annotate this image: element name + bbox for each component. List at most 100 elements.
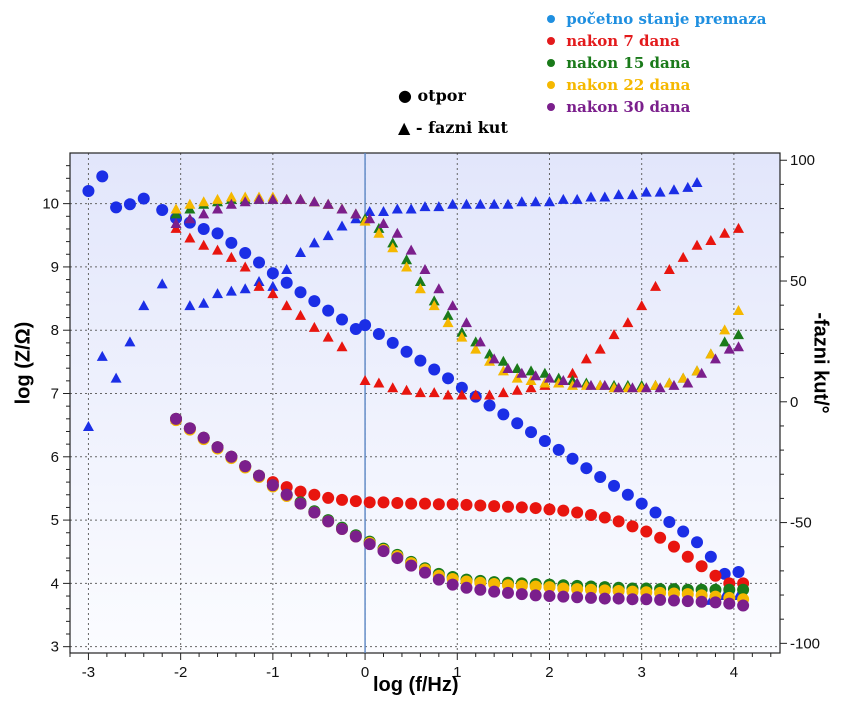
data-point-triangle bbox=[322, 198, 334, 209]
data-point-circle bbox=[211, 227, 224, 240]
data-point-triangle bbox=[428, 387, 440, 398]
data-point-circle bbox=[538, 434, 551, 447]
series-legend: početno stanje premaza nakon 7 dana nako… bbox=[547, 8, 766, 118]
data-point-triangle bbox=[497, 355, 509, 366]
data-point-triangle bbox=[709, 353, 721, 364]
data-point-circle bbox=[626, 593, 639, 606]
data-point-circle bbox=[294, 497, 307, 510]
data-point-circle bbox=[584, 591, 597, 604]
data-point-circle bbox=[419, 497, 431, 510]
data-point-triangle bbox=[447, 300, 459, 311]
data-point-triangle bbox=[705, 234, 717, 245]
data-point-circle bbox=[677, 525, 690, 538]
legend-label: početno stanje premaza bbox=[566, 10, 767, 28]
data-point-circle bbox=[621, 488, 634, 501]
data-point-triangle bbox=[488, 353, 500, 364]
data-point-circle bbox=[419, 566, 431, 579]
data-point-triangle bbox=[447, 198, 459, 209]
data-point-circle bbox=[571, 591, 584, 604]
data-point-triangle bbox=[599, 191, 611, 202]
data-point-triangle bbox=[502, 362, 514, 373]
data-point-circle bbox=[612, 592, 625, 605]
data-point-circle bbox=[584, 509, 597, 522]
data-point-triangle bbox=[378, 205, 390, 216]
data-point-triangle bbox=[677, 372, 689, 383]
data-point-circle bbox=[571, 583, 584, 596]
data-point-triangle bbox=[599, 379, 611, 390]
data-point-circle bbox=[405, 497, 418, 510]
data-point-triangle bbox=[470, 389, 482, 400]
data-point-circle bbox=[336, 313, 349, 326]
data-point-circle bbox=[515, 588, 528, 601]
data-point-circle bbox=[737, 583, 750, 596]
data-point-triangle bbox=[682, 377, 694, 388]
data-point-triangle bbox=[373, 227, 385, 238]
data-point-triangle bbox=[336, 220, 348, 231]
data-point-circle bbox=[82, 184, 95, 197]
y2-tick-label: 50 bbox=[790, 273, 807, 290]
data-point-triangle bbox=[626, 189, 638, 200]
data-point-circle bbox=[405, 559, 418, 572]
data-point-circle bbox=[322, 491, 335, 504]
data-point-circle bbox=[183, 422, 196, 435]
data-point-circle bbox=[460, 581, 473, 594]
data-point-circle bbox=[137, 192, 150, 205]
data-point-circle bbox=[110, 201, 123, 214]
data-point-circle bbox=[363, 496, 376, 509]
y-tick-label: 4 bbox=[51, 575, 59, 592]
data-point-triangle bbox=[212, 288, 224, 299]
data-point-triangle bbox=[668, 379, 680, 390]
data-point-triangle bbox=[474, 198, 486, 209]
data-point-triangle bbox=[557, 193, 569, 204]
legend-label: nakon 22 dana bbox=[566, 76, 691, 94]
data-point-circle bbox=[386, 336, 399, 349]
data-point-circle bbox=[377, 545, 390, 558]
data-point-triangle bbox=[156, 278, 168, 289]
data-point-triangle bbox=[96, 350, 108, 361]
data-point-circle bbox=[400, 345, 413, 358]
legend-dot-icon bbox=[547, 81, 555, 89]
data-point-triangle bbox=[387, 242, 399, 253]
data-point-triangle bbox=[414, 283, 426, 294]
data-point-triangle bbox=[433, 283, 445, 294]
triangle-marker-label: - fazni kut bbox=[415, 118, 508, 137]
data-point-circle bbox=[525, 426, 538, 439]
data-point-triangle bbox=[723, 343, 735, 354]
data-point-circle bbox=[280, 488, 293, 501]
data-point-triangle bbox=[184, 198, 196, 209]
data-point-triangle bbox=[442, 389, 454, 400]
data-point-triangle bbox=[530, 196, 542, 207]
data-point-triangle bbox=[442, 309, 454, 320]
data-point-triangle bbox=[719, 336, 731, 347]
y-tick-label: 8 bbox=[51, 322, 59, 339]
data-point-circle bbox=[704, 550, 717, 563]
data-point-triangle bbox=[705, 348, 717, 359]
data-point-circle bbox=[391, 552, 404, 565]
data-point-triangle bbox=[373, 377, 385, 388]
data-point-triangle bbox=[613, 382, 625, 393]
data-point-triangle bbox=[225, 198, 237, 209]
data-point-circle bbox=[336, 522, 349, 535]
data-point-triangle bbox=[308, 321, 320, 332]
data-point-circle bbox=[667, 540, 680, 553]
data-point-triangle bbox=[308, 237, 320, 248]
data-point-circle bbox=[594, 471, 607, 484]
data-point-triangle bbox=[691, 176, 703, 187]
x-tick-label: -1 bbox=[266, 664, 279, 681]
data-point-triangle bbox=[239, 261, 251, 272]
y-axis-title: log (Z/Ω) bbox=[12, 321, 35, 405]
legend-dot-icon bbox=[547, 103, 555, 111]
data-point-triangle bbox=[336, 341, 348, 352]
data-point-circle bbox=[483, 399, 496, 412]
data-point-circle bbox=[372, 328, 385, 341]
data-point-circle bbox=[474, 499, 487, 512]
circle-marker-label: otpor bbox=[417, 86, 466, 105]
data-point-triangle bbox=[184, 300, 196, 311]
data-point-triangle bbox=[539, 367, 551, 378]
data-point-circle bbox=[515, 501, 528, 514]
data-point-triangle bbox=[364, 213, 376, 224]
data-point-circle bbox=[737, 599, 750, 612]
data-point-circle bbox=[428, 363, 441, 376]
data-point-triangle bbox=[414, 387, 426, 398]
data-point-circle bbox=[336, 493, 349, 506]
